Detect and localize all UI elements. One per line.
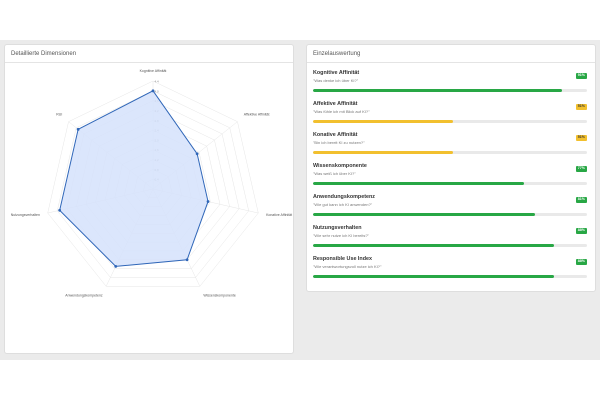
evaluation-item: Anwendungskompetenz "Wie gut kann ich KI … [313,191,589,222]
evaluation-item-question: "Wie sehr nutze ich KI bereits?" [313,233,369,238]
progress-track [313,213,587,216]
evaluation-item-title: Wissenskomponente [313,163,367,169]
evaluation-item-title: Responsible Use Index [313,256,373,262]
evaluation-item: Kognitive Affinität "Was denke ich über K… [313,67,589,98]
evaluation-item: Nutzungsverhalten "Wie sehr nutze ich KI … [313,222,589,253]
progress-track [313,275,587,278]
radar-grid-ring [47,80,259,287]
progress-fill [313,89,563,92]
radar-axis-label: Kognitive Affinität [140,69,167,73]
evaluation-item-question: "Bin ich bereit KI zu nutzen?" [313,140,365,145]
progress-fill [313,182,524,185]
evaluation-item-title: Anwendungskompetenz [313,194,375,200]
progress-fill [313,244,555,247]
evaluation-item: Konative Affinität "Bin ich bereit KI zu … [313,129,589,160]
radar-data-area [59,90,209,267]
radar-data-point [114,265,118,268]
progress-fill [313,151,453,154]
radar-axis-label: Wissenskomponente [203,294,236,298]
progress-track [313,89,587,92]
evaluation-item-title: Kognitive Affinität [313,70,360,76]
evaluation-item-question: "Wie verantwortungsvoll nutze ich KI?" [313,264,382,269]
radar-axis-label: Affektive Affinität [244,113,270,117]
evaluation-item-title: Konative Affinität [313,132,358,138]
evaluation-item-question: "Was weiß ich über KI?" [313,171,356,176]
evaluation-item: Wissenskomponente "Was weiß ich über KI?"… [313,160,589,191]
radar-data-point [195,152,199,156]
evaluation-item-question: "Wie gut kann ich KI anwenden?" [313,202,373,207]
evaluation-item: Responsible Use Index "Wie verantwortungs… [313,253,589,284]
percent-badge: 77% [575,166,587,172]
radar-axis-label: Anwendungskompetenz [65,294,103,298]
progress-fill [313,213,535,216]
evaluation-item-question: "Was fühle ich mit Blick auf KI?" [313,109,370,114]
detailed-dimensions-panel: Detaillierte Dimensionen 0.40.81.21.62.0… [4,44,294,354]
radar-data-point [206,200,210,203]
radar-data-point [185,258,189,262]
progress-track [313,120,587,123]
panel-title: Einzelauswertung [307,45,595,63]
evaluation-list: Kognitive Affinität "Was denke ich über K… [307,63,595,284]
individual-evaluation-panel: Einzelauswertung Kognitive Affinität "Was… [306,44,596,292]
radar-grid-ring [57,90,249,278]
percent-badge: 88% [575,259,587,265]
percent-badge: 88% [575,228,587,234]
radar-data-point [151,89,155,93]
radar-chart: 0.40.81.21.62.02.42.83.23.64.04.4Kogniti… [5,63,295,355]
evaluation-item-question: "Was denke ich über KI?" [313,78,359,83]
evaluation-item-title: Affektive Affinität [313,101,358,107]
evaluation-item: Affektive Affinität "Was fühle ich mit Bl… [313,98,589,129]
radar-chart-svg: 0.40.81.21.62.02.42.83.23.64.04.4Kogniti… [11,69,292,298]
radar-tick-label: 4.0 [155,89,160,93]
radar-axis-label: RUI [56,113,62,117]
progress-track [313,244,587,247]
panel-title: Detaillierte Dimensionen [5,45,293,63]
evaluation-item-title: Nutzungsverhalten [313,225,362,231]
progress-track [313,182,587,185]
radar-axis-label: Nutzungsverhalten [11,213,40,217]
radar-data-point [58,208,62,212]
percent-badge: 91% [575,73,587,79]
percent-badge: 51% [575,135,587,141]
progress-fill [313,275,555,278]
progress-track [313,151,587,154]
radar-tick-label: 4.4 [155,80,160,84]
radar-data-point [76,127,80,131]
percent-badge: 51% [575,104,587,110]
percent-badge: 81% [575,197,587,203]
progress-fill [313,120,453,123]
radar-axis-label: Konative Affinität [266,213,292,217]
